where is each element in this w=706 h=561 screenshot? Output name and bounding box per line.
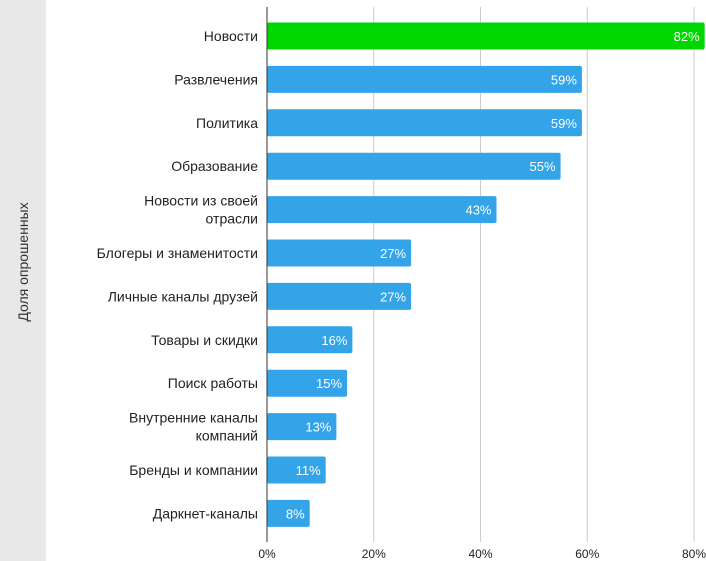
category-label: Бренды и компании (129, 462, 258, 478)
category-label: Новости (204, 28, 258, 44)
data-label: 27% (380, 246, 406, 261)
data-label: 8% (286, 506, 305, 521)
x-tick-label: 40% (468, 547, 492, 561)
category-label: Даркнет-каналы (153, 505, 258, 521)
data-label: 59% (551, 116, 577, 131)
bar (267, 369, 348, 397)
bar (267, 152, 561, 180)
bar (267, 413, 337, 441)
data-label: 59% (551, 72, 577, 87)
category-label: Образование (171, 158, 258, 174)
data-label: 55% (530, 159, 556, 174)
data-label: 16% (321, 333, 347, 348)
category-label: Блогеры и знаменитости (97, 245, 258, 261)
bar (267, 456, 326, 484)
bar (267, 109, 582, 137)
bar (267, 326, 353, 354)
x-tick-label: 60% (575, 547, 599, 561)
bar (267, 499, 310, 527)
category-label: Товары и скидки (151, 332, 258, 348)
x-tick-label: 20% (362, 547, 386, 561)
x-tick-label: 0% (258, 547, 276, 561)
category-label: Политика (196, 115, 258, 131)
bar (267, 22, 705, 50)
bar (267, 196, 497, 224)
category-label: Личные каналы друзей (108, 288, 258, 304)
data-label: 43% (465, 203, 491, 218)
bar (267, 65, 582, 93)
x-tick-label: 80% (682, 547, 706, 561)
axis-title-band (0, 0, 46, 561)
category-label: Поиск работы (168, 375, 258, 391)
category-label: Внутренние каналы компаний (129, 410, 258, 444)
data-label: 27% (380, 289, 406, 304)
data-label: 11% (296, 463, 321, 478)
data-label: 13% (305, 420, 331, 435)
category-label: Новости из своей отрасли (144, 193, 258, 227)
data-label: 15% (316, 376, 342, 391)
data-label: 82% (674, 29, 700, 44)
bar (267, 239, 412, 267)
bar (267, 282, 412, 310)
category-label: Развлечения (174, 71, 258, 87)
